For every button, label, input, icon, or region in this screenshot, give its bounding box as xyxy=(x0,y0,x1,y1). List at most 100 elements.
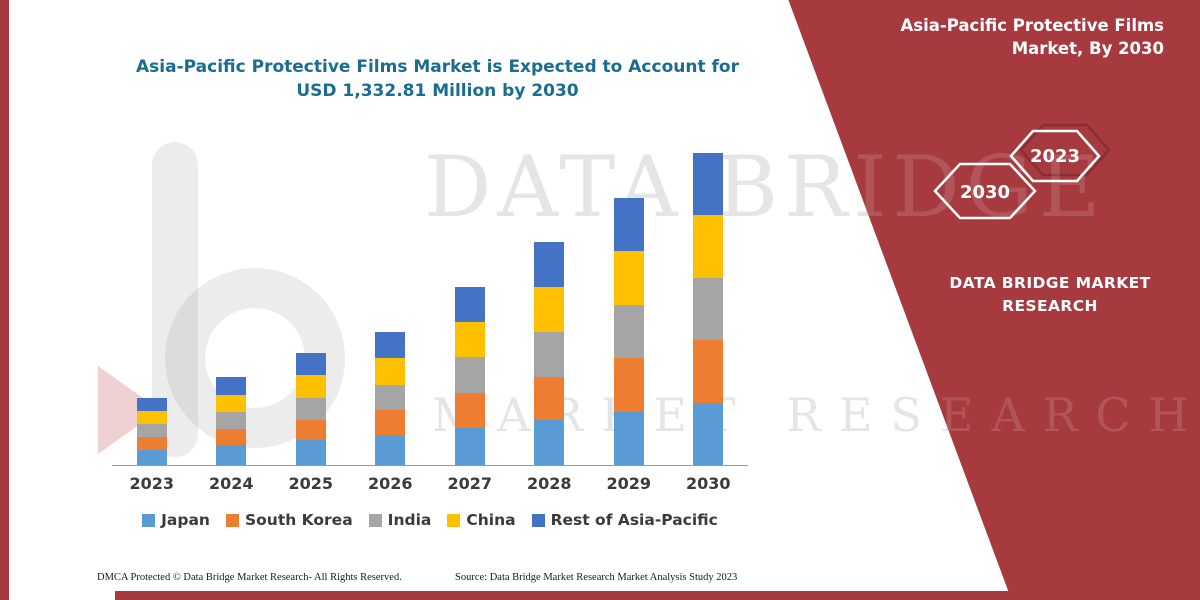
brand-line2: RESEARCH xyxy=(1002,297,1098,315)
footer-source-text: Source: Data Bridge Market Research Mark… xyxy=(455,572,738,583)
plot-area xyxy=(112,130,748,466)
bar-segment-india-2023 xyxy=(136,424,167,437)
side-panel-title: Asia-Pacific Protective Films Market, By… xyxy=(900,16,1164,58)
bar-segment-japan-2024 xyxy=(216,445,247,465)
hexagon-2030-label: 2030 xyxy=(960,182,1010,203)
legend-swatch-japan xyxy=(142,513,156,527)
bar-segment-south-korea-2029 xyxy=(613,358,644,412)
x-axis-label-2023: 2023 xyxy=(129,474,175,493)
brand-line1: DATA BRIDGE MARKET xyxy=(949,274,1151,292)
footer-dmca-text: DMCA Protected © Data Bridge Market Rese… xyxy=(97,572,402,583)
bar-segment-india-2025 xyxy=(295,398,326,420)
bar-segment-rest-of-asia-pacific-2026 xyxy=(375,332,406,358)
legend-item-japan: Japan xyxy=(142,511,210,529)
chart-title-line2: USD 1,332.81 Million by 2030 xyxy=(296,81,579,101)
hexagon-shadow xyxy=(1019,123,1111,177)
bar-column-2030 xyxy=(669,130,749,465)
legend-item-india: India xyxy=(368,511,432,529)
bar-segment-india-2030 xyxy=(693,278,724,340)
stacked-bar-2024 xyxy=(216,377,247,465)
legend-swatch-south-korea xyxy=(225,513,239,527)
stacked-bar-2027 xyxy=(454,287,485,465)
bar-segment-rest-of-asia-pacific-2029 xyxy=(613,198,644,251)
bar-segment-rest-of-asia-pacific-2028 xyxy=(534,242,565,287)
hexagon-2023 xyxy=(1009,129,1101,183)
bar-segment-china-2026 xyxy=(375,358,406,385)
x-axis-label-2026: 2026 xyxy=(367,474,413,493)
bar-segment-india-2029 xyxy=(613,305,644,358)
chart-title: Asia-Pacific Protective Films Market is … xyxy=(115,55,760,103)
bar-segment-japan-2030 xyxy=(693,403,724,465)
bar-column-2029 xyxy=(589,130,669,465)
legend-item-south-korea: South Korea xyxy=(225,511,353,529)
x-axis-label-2024: 2024 xyxy=(208,474,254,493)
bar-column-2028 xyxy=(510,130,590,465)
legend: Japan South Korea India China Rest of Asia-P… xyxy=(95,511,765,529)
bar-segment-japan-2029 xyxy=(613,412,644,465)
bar-segment-india-2026 xyxy=(375,385,406,410)
bar-segment-south-korea-2027 xyxy=(454,393,485,428)
bar-segment-india-2027 xyxy=(454,357,485,393)
stacked-bar-2030 xyxy=(693,153,724,465)
bottom-red-strip xyxy=(115,591,1200,600)
bar-segment-india-2028 xyxy=(534,332,565,377)
legend-label-japan: Japan xyxy=(161,511,210,529)
x-axis-label-2027: 2027 xyxy=(447,474,493,493)
hexagon-2023-label: 2023 xyxy=(1030,146,1080,167)
bar-segment-rest-of-asia-pacific-2027 xyxy=(454,287,485,322)
bar-column-2024 xyxy=(192,130,272,465)
legend-label-china: China xyxy=(466,511,516,529)
x-axis-label-2029: 2029 xyxy=(606,474,652,493)
bar-segment-south-korea-2025 xyxy=(295,420,326,440)
bar-segment-india-2024 xyxy=(216,412,247,429)
hexagon-year-badges: 2023 2030 xyxy=(933,123,1111,220)
bar-segment-japan-2025 xyxy=(295,440,326,465)
bar-segment-south-korea-2030 xyxy=(693,340,724,403)
stacked-bar-2028 xyxy=(534,242,565,465)
bar-segment-japan-2023 xyxy=(136,450,167,465)
legend-label-rest-of-asia-pacific: Rest of Asia-Pacific xyxy=(550,511,718,529)
x-axis-labels: 2023 2024 2025 2026 2027 2028 2029 2030 xyxy=(112,474,748,493)
stacked-bar-2025 xyxy=(295,353,326,465)
legend-swatch-rest-of-asia-pacific xyxy=(531,513,545,527)
bar-segment-south-korea-2023 xyxy=(136,437,167,450)
bar-segment-rest-of-asia-pacific-2023 xyxy=(136,398,167,411)
bar-segment-china-2030 xyxy=(693,215,724,278)
bar-column-2027 xyxy=(430,130,510,465)
legend-swatch-china xyxy=(447,513,461,527)
x-axis-label-2028: 2028 xyxy=(526,474,572,493)
bar-column-2026 xyxy=(351,130,431,465)
stacked-bar-2023 xyxy=(136,398,167,465)
legend-label-india: India xyxy=(387,511,432,529)
bar-segment-rest-of-asia-pacific-2024 xyxy=(216,377,247,395)
stacked-bar-2029 xyxy=(613,198,644,465)
legend-label-south-korea: South Korea xyxy=(244,511,353,529)
bar-segment-china-2029 xyxy=(613,251,644,305)
bar-segment-japan-2027 xyxy=(454,428,485,465)
bar-segment-south-korea-2026 xyxy=(375,410,406,435)
bar-segment-south-korea-2028 xyxy=(534,377,565,420)
bar-segment-japan-2028 xyxy=(534,420,565,465)
x-axis-label-2025: 2025 xyxy=(288,474,334,493)
bar-segment-china-2024 xyxy=(216,395,247,412)
bar-column-2023 xyxy=(112,130,192,465)
bar-segment-rest-of-asia-pacific-2025 xyxy=(295,353,326,375)
bar-column-2025 xyxy=(271,130,351,465)
stacked-bar-2026 xyxy=(375,332,406,465)
left-red-strip xyxy=(0,0,9,600)
bar-segment-rest-of-asia-pacific-2030 xyxy=(693,153,724,215)
x-axis-label-2030: 2030 xyxy=(685,474,731,493)
bar-segment-south-korea-2024 xyxy=(216,429,247,445)
bar-segment-china-2025 xyxy=(295,375,326,398)
bar-segment-china-2028 xyxy=(534,287,565,332)
bar-segment-china-2027 xyxy=(454,322,485,357)
bar-segment-japan-2026 xyxy=(375,435,406,465)
bar-segment-china-2023 xyxy=(136,411,167,424)
hexagon-2030 xyxy=(933,162,1037,220)
legend-swatch-india xyxy=(368,513,382,527)
brand-name: DATA BRIDGE MARKET RESEARCH xyxy=(930,272,1170,318)
legend-item-china: China xyxy=(447,511,516,529)
chart-title-line1: Asia-Pacific Protective Films Market is … xyxy=(136,57,739,77)
legend-item-rest-of-asia-pacific: Rest of Asia-Pacific xyxy=(531,511,718,529)
